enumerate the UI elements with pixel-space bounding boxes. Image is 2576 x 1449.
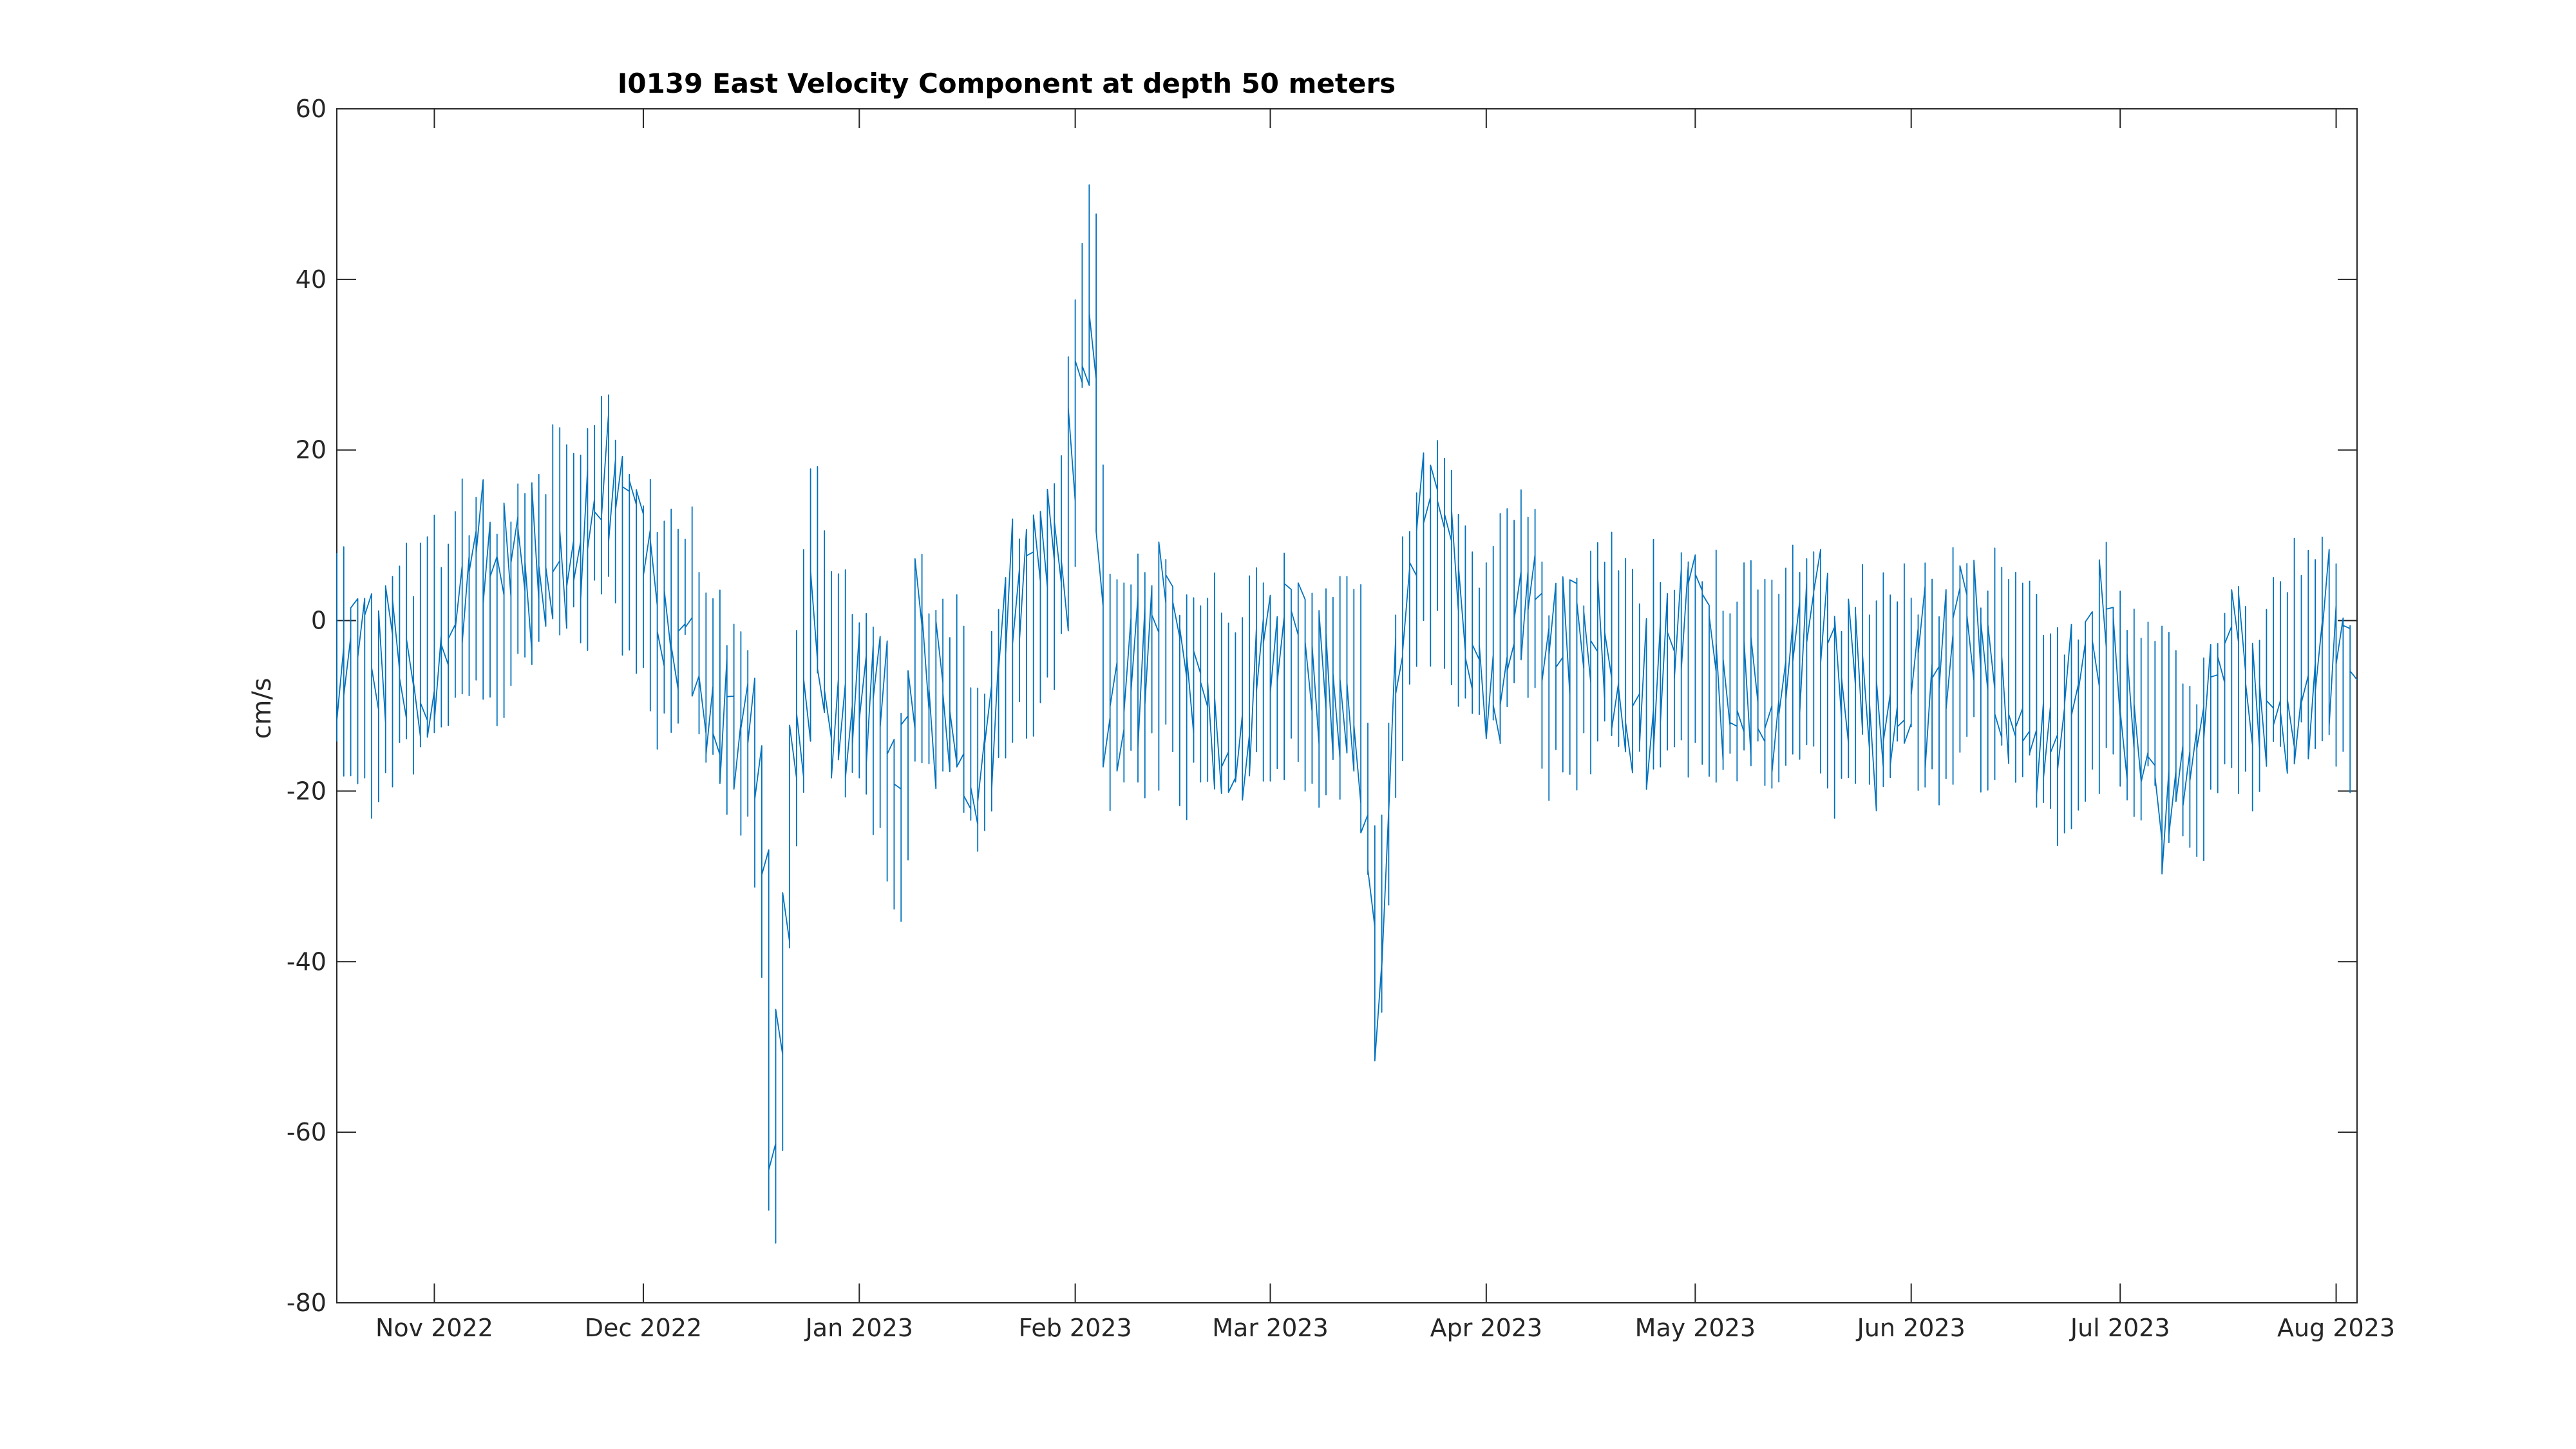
y-tick-label: 0: [311, 607, 327, 635]
x-tick-label: Mar 2023: [1212, 1314, 1328, 1342]
y-tick-label: -20: [287, 777, 327, 805]
chart-title: I0139 East Velocity Component at depth 5…: [618, 68, 1396, 99]
x-tick-label: Apr 2023: [1430, 1314, 1543, 1342]
x-tick-label: Dec 2022: [585, 1314, 702, 1342]
y-tick-label: -60: [287, 1118, 327, 1146]
y-tick-label: 20: [296, 436, 327, 464]
y-tick-label: -40: [287, 947, 327, 976]
plot-area: -80 -60 -40 -20 0 20 40 60 Nov 2022 Dec 2022 Jan 2…: [287, 95, 2395, 1342]
y-tick-label: 40: [296, 265, 327, 294]
series-line: [336, 184, 2358, 1244]
x-tick-label: Jun 2023: [1856, 1314, 1965, 1342]
x-tick-label: Feb 2023: [1019, 1314, 1132, 1342]
y-tick-label: -80: [287, 1289, 327, 1317]
x-tick-label: May 2023: [1635, 1314, 1756, 1342]
x-tick-label: Nov 2022: [375, 1314, 493, 1342]
y-tick-label: 60: [296, 95, 327, 123]
x-tick-label: Jan 2023: [804, 1314, 913, 1342]
y-axis-label: cm/s: [247, 677, 277, 739]
x-tick-label: Jul 2023: [2069, 1314, 2170, 1342]
x-tick-label: Aug 2023: [2277, 1314, 2395, 1342]
